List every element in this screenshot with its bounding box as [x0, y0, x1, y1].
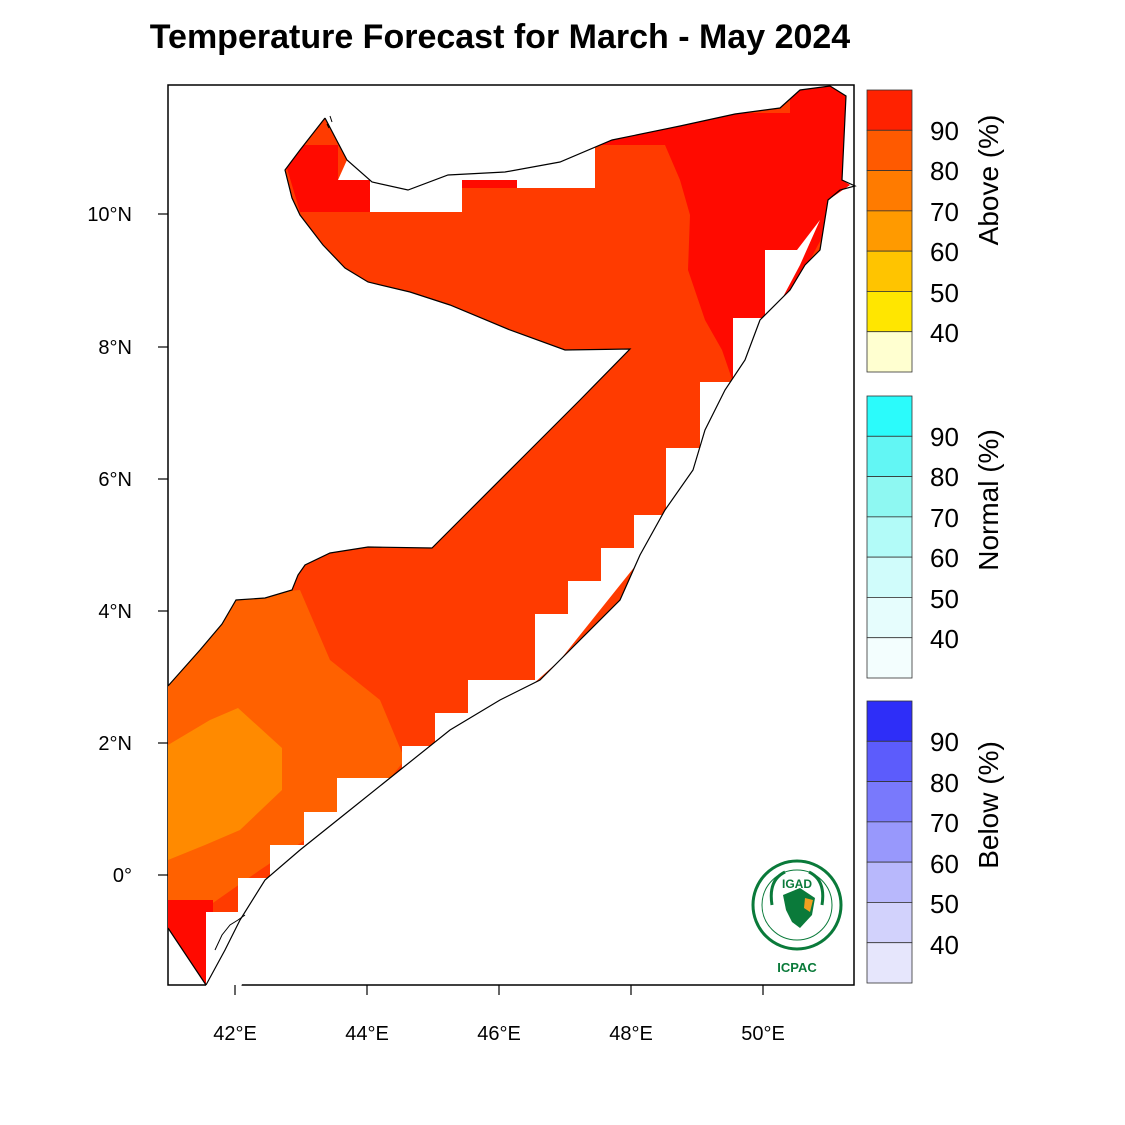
islands-south: [214, 914, 246, 951]
colorbar-label: 70: [930, 197, 959, 227]
colorbar-normal-swatches: [866, 395, 913, 679]
x-axis-labels: 42°E 44°E 46°E 48°E 50°E: [213, 1023, 785, 1045]
colorbar-swatch: [866, 250, 913, 292]
colorbar-swatch: [866, 942, 913, 984]
colorbar-label: 70: [930, 808, 959, 838]
colorbar-label: 40: [930, 624, 959, 654]
y-tick-label: 6°N: [98, 469, 132, 491]
colorbar-swatch: [866, 821, 913, 863]
uncovered-areas: [206, 140, 820, 990]
x-tick-label: 42°E: [213, 1023, 257, 1045]
colorbar-label: 80: [930, 156, 959, 186]
colorbar-swatch: [866, 700, 913, 742]
colorbar-swatch: [866, 291, 913, 333]
colorbar-title: Above (%): [973, 115, 1004, 246]
colorbar-label: 40: [930, 318, 959, 348]
above-70-region: [168, 590, 405, 930]
colorbar-title: Below (%): [973, 741, 1004, 869]
x-tick-label: 50°E: [741, 1023, 785, 1045]
colorbar-label: 50: [930, 889, 959, 919]
x-tick-label: 48°E: [609, 1023, 653, 1045]
above-90-region-west: [280, 145, 370, 212]
colorbar-swatch: [866, 395, 913, 437]
colorbar-above-swatches: [866, 89, 913, 373]
colorbar-swatch: [866, 210, 913, 252]
colorbar-swatch: [866, 902, 913, 944]
colorbar-swatch: [866, 129, 913, 171]
colorbar-swatch: [866, 516, 913, 558]
colorbar-label: 50: [930, 278, 959, 308]
igad-icpac-logo-icon: IGAD ICPAC: [751, 859, 843, 975]
colorbar-swatch: [866, 476, 913, 518]
africa-map-icon: [783, 888, 815, 928]
y-tick-label: 0°: [113, 865, 132, 887]
logo-bottom-text: ICPAC: [777, 960, 817, 975]
colorbar-above: 90 80 70 60 50 40 Above (%): [866, 89, 1004, 373]
colorbar-label: 40: [930, 930, 959, 960]
colorbar-title: Normal (%): [973, 429, 1004, 571]
above-90-region-north: [462, 180, 517, 188]
colorbar-swatch: [866, 170, 913, 212]
colorbar-swatch: [866, 781, 913, 823]
y-tick-label: 8°N: [98, 337, 132, 359]
colorbar-label: 80: [930, 462, 959, 492]
colorbar-swatch: [866, 89, 913, 131]
colorbar-swatch: [866, 861, 913, 903]
logo-top-text: IGAD: [782, 877, 812, 891]
map-title: Temperature Forecast for March - May 202…: [149, 18, 851, 56]
colorbar-label: 80: [930, 768, 959, 798]
colorbar-label: 60: [930, 849, 959, 879]
country-outline: [167, 85, 857, 986]
colorbar-label: 90: [930, 727, 959, 757]
colorbar-label: 70: [930, 503, 959, 533]
colorbar-below: 90 80 70 60 50 40 Below (%): [866, 700, 1004, 984]
colorbar-normal: 90 80 70 60 50 40 Normal (%): [866, 395, 1004, 679]
colorbar-label: 90: [930, 116, 959, 146]
colorbar-swatch: [866, 331, 913, 373]
x-tick-label: 44°E: [345, 1023, 389, 1045]
colorbar-label: 90: [930, 422, 959, 452]
colorbar-label: 60: [930, 543, 959, 573]
colorbar-swatch: [866, 637, 913, 679]
border-segment: [167, 927, 207, 986]
y-tick-label: 4°N: [98, 601, 132, 623]
colorbar-swatch: [866, 556, 913, 598]
colorbar-label: 50: [930, 584, 959, 614]
y-axis-labels: 10°N 8°N 6°N 4°N 2°N 0°: [87, 204, 132, 887]
colorbar-swatch: [866, 740, 913, 782]
y-tick-label: 10°N: [87, 204, 132, 226]
x-tick-label: 46°E: [477, 1023, 521, 1045]
colorbar-below-swatches: [866, 700, 913, 984]
x-axis-ticks: [234, 985, 764, 995]
colorbar-swatch: [866, 435, 913, 477]
islands: [326, 115, 333, 129]
above-60-region: [168, 708, 282, 860]
colorbar-label: 60: [930, 237, 959, 267]
colorbar-swatch: [866, 597, 913, 639]
y-axis-ticks: [158, 213, 168, 876]
y-tick-label: 2°N: [98, 733, 132, 755]
